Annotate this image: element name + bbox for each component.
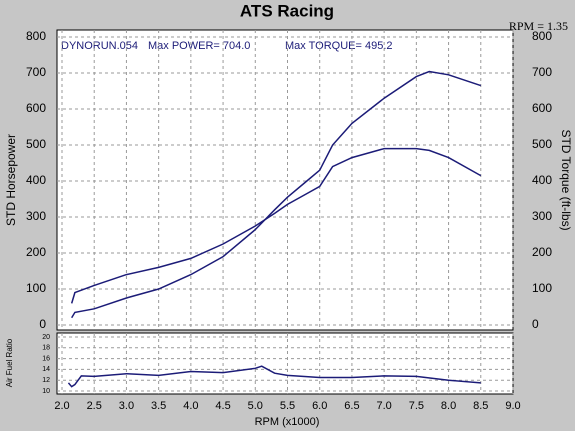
afr-tick-label: 12: [42, 377, 50, 384]
y-tick-label: 700: [26, 65, 46, 79]
x-tick-label: 8.5: [473, 400, 488, 412]
y2-tick-label: 300: [532, 209, 552, 223]
afr-tick-label: 10: [42, 388, 50, 395]
series-line: [70, 147, 482, 304]
y2-tick-label: 700: [532, 65, 552, 79]
y-axis-title: STD Horsepower: [4, 134, 18, 226]
afr-plot-area: [56, 332, 514, 395]
note: RPM = 1.35: [509, 19, 568, 33]
y2-tick-label: 500: [532, 137, 552, 151]
x-tick-label: 3.0: [119, 400, 134, 412]
x-tick-label: 7.5: [409, 400, 424, 412]
afr-tick-label: 18: [42, 345, 50, 352]
y-tick-label: 800: [26, 29, 46, 43]
x-tick-label: 2.5: [87, 400, 102, 412]
y2-tick-label: 400: [532, 173, 552, 187]
series-line: [71, 70, 482, 319]
x-tick-label: 5.0: [248, 400, 263, 412]
x-tick-label: 4.0: [183, 400, 198, 412]
y2-tick-label: 800: [532, 29, 552, 43]
y2-tick-label: 0: [532, 317, 539, 331]
annotation: Max TORQUE= 495.2: [285, 40, 393, 52]
x-tick-label: 9.0: [505, 400, 520, 412]
afr-tick-label: 16: [42, 355, 50, 362]
x-tick-label: 5.5: [280, 400, 295, 412]
afr-axis-title: Air Fuel Ratio: [5, 338, 14, 387]
annotation: Max POWER= 704.0: [148, 40, 250, 52]
afr-tick-label: 20: [42, 334, 50, 341]
y-tick-label: 500: [26, 137, 46, 151]
y2-tick-label: 200: [532, 245, 552, 259]
y2-tick-label: 100: [532, 281, 552, 295]
afr-line: [67, 365, 481, 388]
chart-title: ATS Racing: [240, 1, 334, 20]
y2-tick-label: 600: [532, 101, 552, 115]
y-tick-label: 600: [26, 101, 46, 115]
x-tick-label: 8.0: [441, 400, 456, 412]
y-tick-label: 200: [26, 245, 46, 259]
x-tick-label: 3.5: [151, 400, 166, 412]
y-tick-label: 0: [39, 317, 46, 331]
y-tick-label: 300: [26, 209, 46, 223]
x-tick-label: 4.5: [215, 400, 230, 412]
x-tick-label: 6.5: [344, 400, 359, 412]
main-plot-area: [56, 29, 514, 331]
x-tick-label: 2.0: [54, 400, 69, 412]
x-tick-label: 6.0: [312, 400, 327, 412]
y-tick-label: 100: [26, 281, 46, 295]
annotation: DYNORUN.054: [61, 40, 138, 52]
y2-axis-title: STD Torque (ft-lbs): [559, 129, 573, 230]
y-tick-label: 400: [26, 173, 46, 187]
x-tick-label: 7.0: [376, 400, 391, 412]
afr-tick-label: 14: [42, 366, 50, 373]
x-axis-title: RPM (x1000): [255, 416, 320, 428]
